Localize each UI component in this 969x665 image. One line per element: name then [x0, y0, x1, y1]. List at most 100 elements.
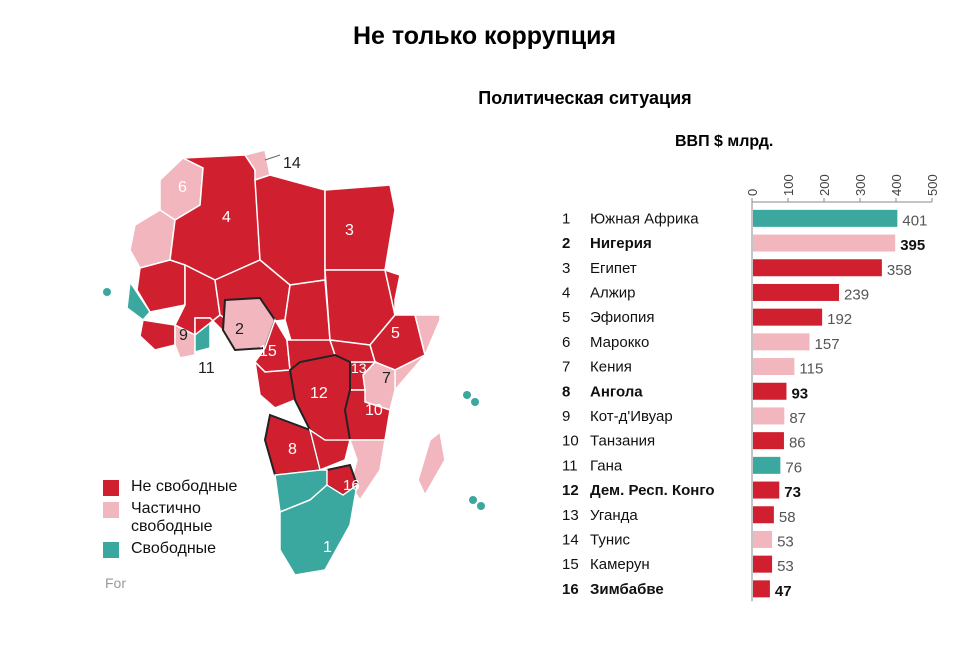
map-label-4: 4	[222, 209, 231, 226]
rank-label: 6	[562, 334, 570, 351]
value-label: 73	[784, 484, 801, 501]
category-label: Дем. Респ. Конго	[590, 482, 715, 499]
legend-swatch	[103, 502, 119, 518]
map-label-10: 10	[365, 402, 383, 419]
value-label: 76	[785, 459, 802, 476]
region-mozambique	[348, 439, 386, 502]
category-label: Зимбабве	[590, 581, 664, 598]
map-label-11: 11	[198, 360, 215, 377]
legend-label: Свободные	[131, 540, 217, 557]
category-label: Тунис	[590, 531, 630, 548]
category-label: Кот-д'Ивуар	[590, 408, 673, 425]
value-label: 157	[815, 336, 840, 353]
category-label: Египет	[590, 260, 637, 277]
map-label-8: 8	[288, 441, 297, 458]
x-tick-label: 500	[925, 174, 940, 196]
map-label-6: 6	[178, 179, 187, 196]
bar	[753, 456, 781, 474]
bar	[753, 308, 823, 326]
x-tick-label: 0	[745, 189, 760, 196]
value-label: 47	[775, 583, 792, 600]
category-label: Марокко	[590, 334, 649, 351]
value-label: 395	[900, 237, 925, 254]
bar	[753, 234, 896, 252]
value-label: 86	[789, 435, 806, 452]
region-guinea-coast	[139, 319, 176, 351]
x-axis-label: ВВП $ млрд.	[675, 133, 774, 150]
x-tick-label: 400	[889, 174, 904, 196]
rank-label: 9	[562, 408, 570, 425]
rank-label: 8	[562, 383, 570, 400]
region-egypt	[324, 184, 396, 271]
island-mauritius	[469, 496, 477, 504]
region-somalia	[394, 314, 441, 393]
bar	[753, 407, 785, 425]
value-label: 401	[902, 212, 927, 229]
map-label-5: 5	[391, 325, 400, 342]
bar	[753, 580, 770, 598]
region-south-africa	[279, 483, 359, 576]
map-label-1: 1	[323, 539, 332, 556]
value-label: 93	[791, 385, 808, 402]
leader-line	[264, 154, 281, 161]
map-label-13: 13	[351, 360, 367, 376]
value-label: 58	[779, 509, 796, 526]
region-cote-divoire	[174, 323, 196, 359]
value-label: 358	[887, 262, 912, 279]
map-label-15: 15	[259, 343, 277, 360]
value-label: 53	[777, 533, 794, 550]
legend-item-not-free: Не свободные	[103, 478, 237, 496]
region-drc	[288, 353, 352, 441]
map-label-12: 12	[310, 385, 328, 402]
category-label: Ангола	[590, 383, 643, 400]
bar	[753, 259, 882, 277]
rank-label: 5	[562, 309, 570, 326]
value-label: 87	[789, 410, 806, 427]
map-label-16: 16	[343, 477, 360, 494]
rank-label: 2	[562, 235, 570, 252]
bar	[753, 432, 784, 450]
x-tick-label: 300	[853, 174, 868, 196]
bar	[753, 283, 840, 301]
category-label: Южная Африка	[590, 210, 699, 227]
region-eritrea	[383, 268, 401, 316]
source-text: For	[105, 575, 126, 591]
map-label-14: 14	[283, 155, 301, 172]
island-mauritius	[477, 502, 485, 510]
region-madagascar	[417, 430, 446, 497]
category-label: Танзания	[590, 433, 655, 450]
rank-label: 3	[562, 260, 570, 277]
value-label: 192	[827, 311, 852, 328]
island-comoros	[463, 391, 471, 399]
rank-label: 11	[562, 457, 578, 474]
rank-label: 12	[562, 482, 579, 499]
x-tick-label: 200	[817, 174, 832, 196]
bar	[753, 555, 773, 573]
bar	[753, 209, 898, 227]
value-label: 239	[844, 286, 869, 303]
rank-label: 14	[562, 531, 579, 548]
rank-label: 4	[562, 284, 570, 301]
africa-map: 1 2 3 4 5 6 7 8 9 10 11 12 13 14 15 16	[103, 149, 485, 576]
bar	[753, 333, 810, 351]
map-label-2: 2	[235, 321, 244, 338]
legend-item-partly-free: Частично свободные	[103, 500, 237, 536]
rank-label: 10	[562, 433, 579, 450]
bar	[753, 530, 773, 548]
value-label: 115	[799, 361, 823, 378]
legend-swatch	[103, 480, 119, 496]
legend: Не свободные Частично свободные Свободны…	[103, 478, 237, 562]
legend-swatch	[103, 542, 119, 558]
page-title: Не только коррупция	[352, 22, 617, 50]
map-label-7: 7	[382, 370, 391, 387]
x-tick-label: 100	[781, 174, 796, 196]
chart-subtitle: Политическая ситуация	[478, 88, 692, 108]
rank-label: 16	[562, 581, 579, 598]
bar	[753, 506, 774, 524]
map-label-3: 3	[345, 222, 354, 239]
legend-label: Не свободные	[131, 478, 238, 495]
value-label: 53	[777, 558, 794, 575]
category-label: Эфиопия	[590, 309, 654, 326]
island-comoros	[471, 398, 479, 406]
legend-label: Частично свободные	[131, 500, 213, 535]
